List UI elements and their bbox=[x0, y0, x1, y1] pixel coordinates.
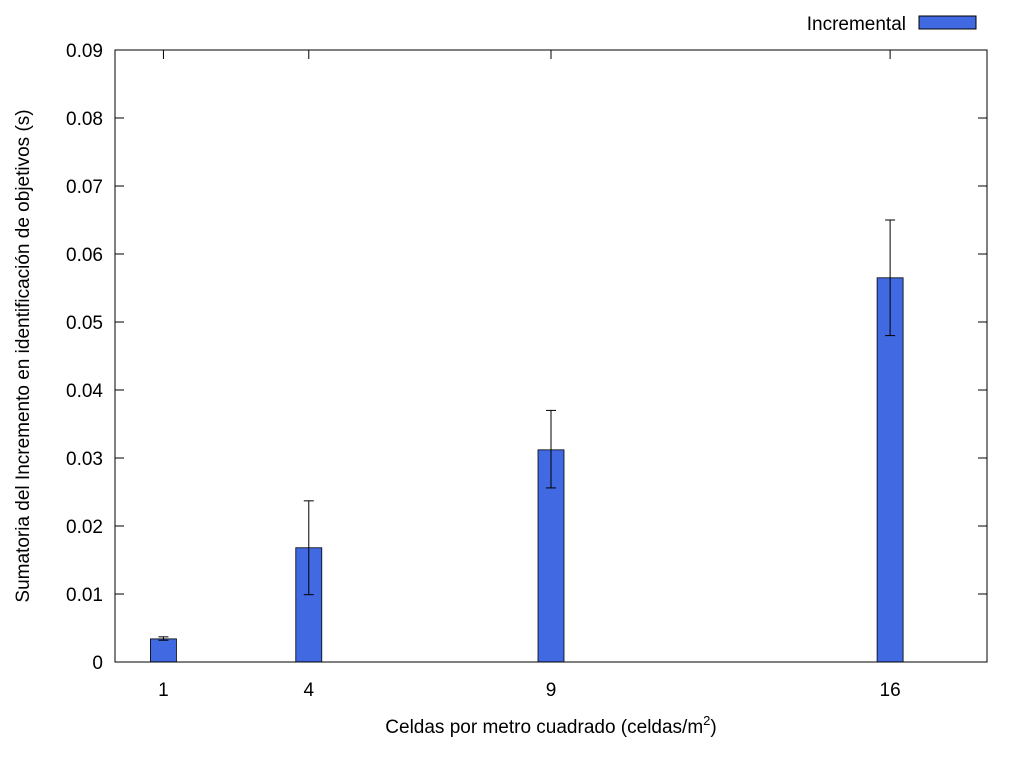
bar bbox=[150, 638, 177, 663]
legend-label: Incremental bbox=[807, 14, 906, 35]
x-axis-label-suffix: ) bbox=[710, 717, 716, 738]
x-axis-label: Celdas por metro cuadrado (celdas/m2) bbox=[385, 713, 716, 738]
y-tick-label: 0.06 bbox=[66, 245, 103, 266]
legend-swatch bbox=[918, 15, 977, 30]
error-bars bbox=[158, 219, 896, 641]
x-tick-label: 4 bbox=[303, 680, 314, 701]
bars bbox=[150, 277, 904, 663]
y-tick-label: 0 bbox=[92, 653, 103, 674]
y-tick-label: 0.09 bbox=[66, 41, 103, 62]
x-axis-label-superscript: 2 bbox=[703, 713, 710, 728]
plot-frame bbox=[114, 49, 988, 663]
y-tick-label: 0.02 bbox=[66, 517, 103, 538]
x-axis-ticks: 1 4 9 16 bbox=[158, 50, 901, 701]
y-axis-label: Sumatoria del Incremento en identificaci… bbox=[13, 109, 34, 602]
y-axis-ticks: 0 0.01 0.02 0.03 0.04 0.05 0.06 0.07 0.08 0.09 bbox=[66, 41, 987, 674]
y-tick-label: 0.07 bbox=[66, 177, 103, 198]
x-axis-label-main: Celdas por metro cuadrado (celdas/m bbox=[385, 717, 703, 738]
legend: Incremental bbox=[807, 14, 977, 35]
x-tick-label: 16 bbox=[880, 680, 901, 701]
x-tick-label: 9 bbox=[546, 680, 557, 701]
y-tick-label: 0.01 bbox=[66, 585, 103, 606]
y-tick-label: 0.08 bbox=[66, 109, 103, 130]
y-tick-label: 0.05 bbox=[66, 313, 103, 334]
y-tick-label: 0.03 bbox=[66, 449, 103, 470]
y-tick-label: 0.04 bbox=[66, 381, 103, 402]
x-tick-label: 1 bbox=[158, 680, 169, 701]
